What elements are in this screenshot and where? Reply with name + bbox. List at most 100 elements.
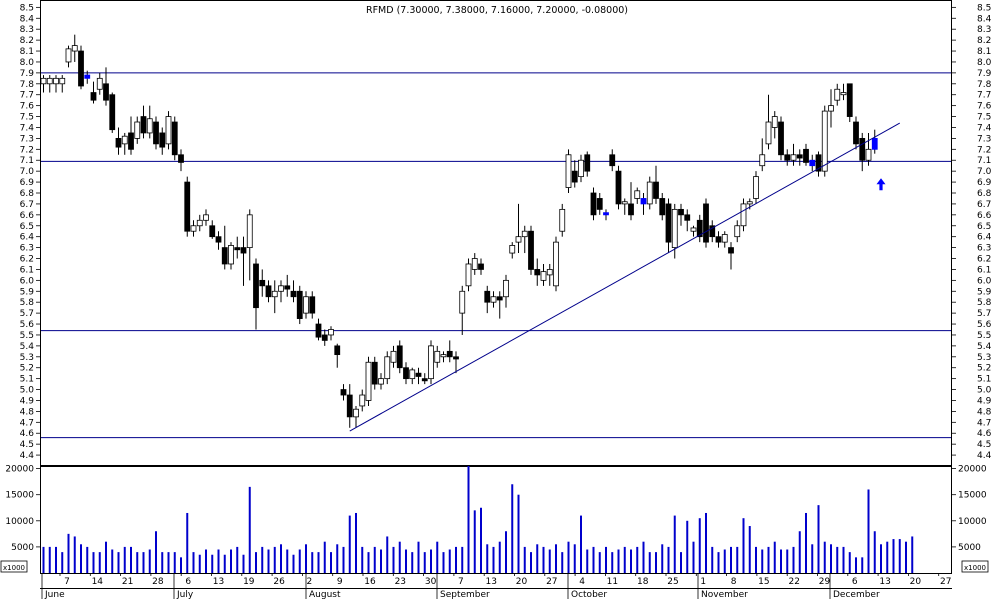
price-tick-label-right: 5.7 bbox=[977, 309, 991, 319]
candle-body bbox=[190, 225, 197, 232]
candle-body bbox=[209, 225, 216, 238]
signal-arrow-icon bbox=[876, 178, 886, 191]
price-tick-label-right: 7.8 bbox=[977, 80, 992, 90]
candle-body bbox=[365, 361, 372, 401]
candle-body bbox=[590, 192, 597, 216]
month-label: August bbox=[309, 590, 341, 599]
price-tick-label-left: 8.5 bbox=[20, 3, 34, 13]
price-tick-label-right: 8.2 bbox=[977, 36, 991, 46]
candle-body bbox=[159, 132, 166, 148]
price-tick-label-left: 5.2 bbox=[20, 364, 34, 374]
candle-body bbox=[540, 271, 547, 281]
candle-body bbox=[465, 263, 472, 287]
candle-body bbox=[271, 290, 278, 298]
price-tick-label-left: 4.7 bbox=[20, 418, 34, 428]
price-tick-label-left: 6.4 bbox=[20, 233, 35, 243]
candle-body bbox=[765, 121, 772, 145]
candle-body bbox=[734, 225, 741, 238]
candle-body bbox=[709, 225, 716, 238]
date-tick-label: 9 bbox=[337, 577, 343, 587]
candle-body bbox=[265, 285, 272, 298]
candle-body bbox=[690, 227, 697, 232]
candle-body bbox=[303, 296, 309, 314]
candle-body bbox=[503, 279, 509, 298]
candle-body bbox=[140, 116, 147, 134]
price-tick-label-right: 7.7 bbox=[977, 91, 991, 101]
date-tick-label: 7 bbox=[458, 577, 464, 587]
price-tick-label-left: 5.8 bbox=[20, 298, 35, 308]
candle-body bbox=[403, 367, 409, 380]
price-tick-label-right: 6.1 bbox=[977, 265, 991, 275]
price-tick-label-left: 5.1 bbox=[20, 375, 34, 385]
candle-body bbox=[815, 154, 822, 172]
candle-body bbox=[453, 356, 459, 360]
candle-body bbox=[228, 245, 234, 265]
candle-body bbox=[684, 214, 691, 221]
candle-body bbox=[515, 236, 522, 243]
candle-body bbox=[421, 378, 428, 382]
candle-body bbox=[65, 48, 72, 63]
price-tick-label-left: 5.3 bbox=[20, 353, 34, 363]
candle-body bbox=[821, 110, 828, 172]
volume-unit-left: x1000 bbox=[3, 564, 25, 572]
horizontal-levels bbox=[41, 72, 951, 439]
candle-body bbox=[440, 354, 447, 358]
candle-body bbox=[296, 290, 303, 319]
price-tick-label-right: 4.6 bbox=[977, 429, 992, 439]
price-tick-label-right: 5.1 bbox=[977, 375, 991, 385]
candle-body bbox=[446, 350, 453, 358]
date-tick-label: 21 bbox=[122, 577, 133, 587]
price-tick-label-left: 6.6 bbox=[20, 211, 35, 221]
candle-body bbox=[553, 241, 559, 287]
candle-body bbox=[671, 208, 678, 249]
candle-body bbox=[834, 88, 841, 101]
candle-body bbox=[565, 154, 572, 188]
price-tick-label-left: 5.9 bbox=[20, 287, 35, 297]
volume-unit-right: x1000 bbox=[964, 564, 986, 572]
price-tick-label-left: 5.5 bbox=[20, 331, 34, 341]
price-tick-label-right: 6.4 bbox=[977, 233, 992, 243]
price-tick-label-right: 6.5 bbox=[977, 222, 991, 232]
candle-body bbox=[71, 45, 78, 52]
candle-body bbox=[278, 285, 284, 292]
candle-body bbox=[53, 77, 59, 85]
price-tick-label-right: 6.3 bbox=[977, 244, 991, 254]
price-tick-label-left: 8.0 bbox=[20, 58, 35, 68]
price-tick-label-right: 5.4 bbox=[977, 342, 992, 352]
price-axis-left: 4.44.54.64.74.84.95.05.15.25.35.45.55.65… bbox=[20, 3, 41, 461]
date-tick-label: 4 bbox=[579, 577, 585, 587]
price-tick-label-right: 6.9 bbox=[977, 178, 992, 188]
volume-tick-label-left: 20000 bbox=[5, 465, 34, 475]
date-tick-label: 27 bbox=[940, 577, 951, 587]
candle-body bbox=[134, 121, 141, 139]
trendline bbox=[349, 122, 900, 432]
price-tick-label-right: 5.5 bbox=[977, 331, 991, 341]
price-tick-label-right: 8.4 bbox=[977, 14, 992, 24]
price-tick-label-right: 5.3 bbox=[977, 353, 991, 363]
price-tick-label-left: 7.2 bbox=[20, 145, 34, 155]
trendline-group bbox=[349, 122, 900, 432]
price-tick-label-left: 7.7 bbox=[20, 91, 34, 101]
date-tick-label: 8 bbox=[731, 577, 737, 587]
candle-body bbox=[334, 345, 341, 356]
date-tick-label: 19 bbox=[243, 577, 255, 587]
candle-body bbox=[496, 296, 503, 301]
candle-body bbox=[809, 159, 816, 167]
candle-body bbox=[490, 296, 497, 303]
candle-body bbox=[240, 247, 247, 254]
date-tick-label: 13 bbox=[485, 577, 496, 587]
candle-body bbox=[90, 92, 97, 101]
month-label: December bbox=[833, 590, 880, 599]
date-axis: 7 14 21 28 6 13 19 26 2 9 16 23 30 7 13 20 27 4 11 18 25 1 8 15… bbox=[41, 573, 951, 599]
date-tick-label: 28 bbox=[152, 577, 164, 587]
date-tick-label: 22 bbox=[788, 577, 799, 587]
candle-body bbox=[84, 74, 91, 79]
candle-body bbox=[221, 247, 228, 265]
candle-body bbox=[721, 234, 728, 243]
candle-body bbox=[771, 116, 778, 128]
candle-body bbox=[634, 190, 641, 199]
volume-tick-label-left: 15000 bbox=[5, 491, 34, 501]
candle-body bbox=[378, 378, 384, 385]
candle-body bbox=[571, 170, 578, 183]
candle-body bbox=[153, 121, 159, 145]
